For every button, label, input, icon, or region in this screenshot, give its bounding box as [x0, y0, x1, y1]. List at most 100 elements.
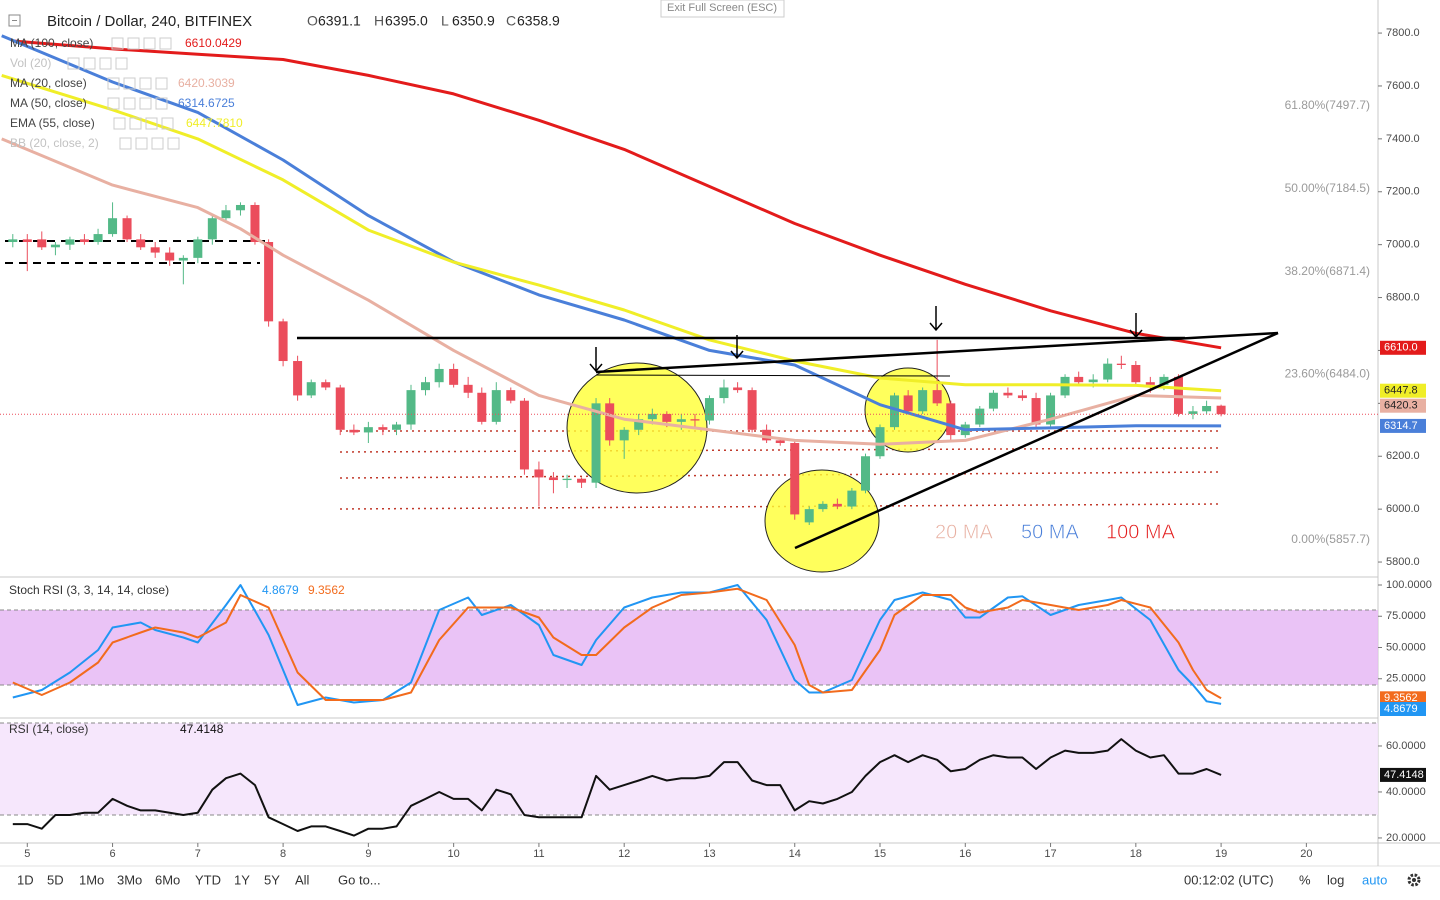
support-level	[339, 447, 1221, 453]
candle-body	[321, 382, 331, 388]
candle-body	[719, 387, 729, 399]
price-tag	[1380, 398, 1426, 413]
candle-body	[519, 400, 529, 470]
y-tick-label: 7800.0	[1386, 27, 1420, 39]
settings-gear[interactable]	[1407, 873, 1421, 887]
x-tick-label: 8	[280, 848, 286, 860]
x-tick-label: 12	[618, 848, 630, 860]
candle-body	[293, 361, 303, 396]
exit-fullscreen-button[interactable]: Exit Full Screen (ESC)	[660, 0, 785, 18]
settings-button[interactable]	[1407, 873, 1421, 887]
candle-body	[562, 478, 572, 481]
y-tick-label: 20.0000	[1386, 832, 1426, 844]
legend-icon	[107, 97, 120, 110]
candle-body	[491, 390, 501, 422]
candle-body	[918, 390, 928, 412]
candle-body	[221, 210, 231, 219]
timeframe-button[interactable]: YTD	[195, 872, 221, 887]
y-tick-label: 75.0000	[1386, 610, 1426, 622]
candle-body	[534, 469, 544, 478]
candle-body	[875, 427, 885, 457]
log-toggle[interactable]: log	[1327, 872, 1344, 887]
legend-icon	[123, 77, 136, 90]
band	[0, 722, 1378, 815]
timeframe-button[interactable]: 1D	[17, 872, 34, 887]
fib-level-label: 0.00%(5857.7)	[1291, 532, 1370, 546]
candle-body	[619, 429, 629, 441]
indicator-line	[12, 584, 1222, 706]
candle-body	[1046, 395, 1056, 425]
x-tick-label: 19	[1215, 848, 1227, 860]
x-tick-label: 15	[874, 848, 886, 860]
price-tag	[1380, 702, 1426, 716]
candle-body	[1145, 382, 1155, 385]
legend-icon	[99, 57, 112, 70]
candle-body	[449, 368, 459, 385]
auto-toggle[interactable]: auto	[1362, 872, 1387, 887]
candle-body	[165, 252, 175, 261]
percent-toggle[interactable]: %	[1299, 872, 1311, 887]
chart-title: Bitcoin / Dollar, 240, BITFINEX	[47, 13, 252, 30]
candle-body	[818, 503, 828, 510]
candle-body	[988, 392, 998, 409]
timeframe-button[interactable]: 3Mo	[117, 872, 142, 887]
ohlc-label: H	[374, 13, 384, 29]
trend-line	[595, 331, 1279, 374]
timeframe-button[interactable]: 6Mo	[155, 872, 180, 887]
price-tag	[1380, 767, 1426, 782]
ma-label: 20 MA	[935, 521, 993, 543]
moving-average-line	[12, 39, 1222, 350]
exit-button-label[interactable]: Exit Full Screen (ESC)	[667, 2, 777, 14]
candle-body	[762, 429, 772, 441]
y-tick-label: 100.0000	[1386, 579, 1432, 591]
goto-button[interactable]: Go to...	[338, 872, 381, 887]
candle-body	[1017, 395, 1027, 399]
timeframe-button[interactable]: 5Y	[264, 872, 280, 887]
legend-icon	[115, 57, 128, 70]
legend-icon	[107, 77, 120, 90]
candle-body	[335, 387, 345, 430]
candle-body	[65, 239, 75, 245]
timeframe-button[interactable]: All	[295, 872, 310, 887]
y-tick-label: 40.0000	[1386, 786, 1426, 798]
ohlc-label: O	[307, 13, 318, 29]
legend-value: 6314.6725	[178, 96, 235, 110]
price-tag	[1380, 691, 1426, 706]
settings-gear-hub	[1412, 878, 1416, 882]
collapse-icon[interactable]	[8, 14, 21, 27]
candle-body	[378, 427, 388, 430]
candle-body	[903, 395, 913, 412]
candle-body	[861, 456, 871, 491]
legend-icon	[161, 117, 174, 130]
legend-icon	[113, 117, 126, 130]
legend-value: 9.3562	[308, 583, 345, 597]
moving-average-line	[1, 34, 1222, 432]
exit-button-box[interactable]	[660, 0, 785, 18]
x-tick-label: 5	[24, 848, 30, 860]
timeframe-button[interactable]: 5D	[47, 872, 64, 887]
y-tick-label: 50.0000	[1386, 641, 1426, 653]
moving-average-line	[1, 73, 1222, 393]
timeframe-button[interactable]: 1Y	[234, 872, 250, 887]
legend-icon	[129, 117, 142, 130]
y-tick-label: 6800.0	[1386, 291, 1420, 303]
candle-body	[1216, 405, 1226, 415]
candle-body	[605, 403, 615, 441]
trend-line	[794, 331, 1279, 550]
price-tag	[1380, 340, 1426, 355]
legend-icon	[159, 37, 172, 50]
price-tag-label: 47.4148	[1384, 769, 1424, 781]
support-level	[339, 471, 1221, 479]
candle-body	[136, 239, 146, 248]
legend-icon	[83, 57, 96, 70]
candle-body	[1074, 376, 1084, 383]
candle-body	[775, 440, 785, 444]
overlays	[297, 306, 1279, 550]
price-tag-label: 6610.0	[1384, 342, 1418, 354]
candle-body	[363, 427, 373, 433]
candle-body	[1088, 379, 1098, 383]
candle-body	[1031, 398, 1041, 425]
timeframe-button[interactable]: 1Mo	[79, 872, 104, 887]
legend-name-hidden: BB (20, close, 2)	[10, 136, 99, 150]
candle-body	[1116, 363, 1126, 365]
